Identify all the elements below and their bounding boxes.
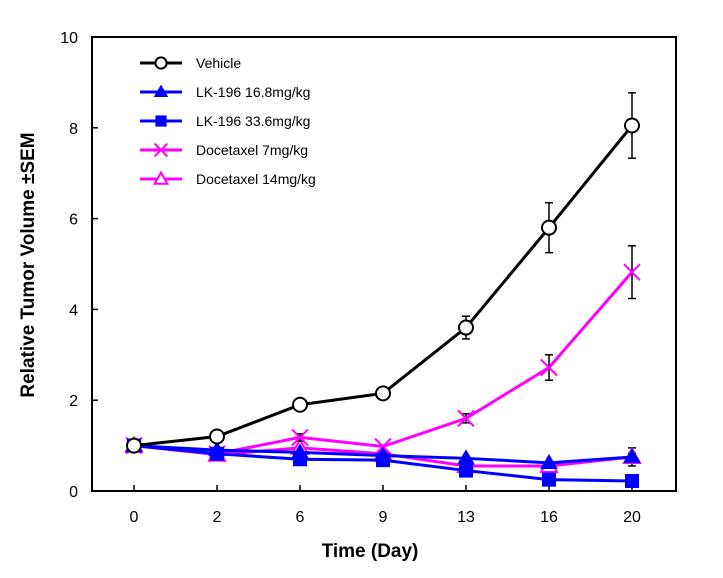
- data-point: [541, 219, 557, 236]
- y-tick-label: 4: [69, 302, 78, 319]
- series-0: [126, 92, 640, 454]
- series-layer: [124, 92, 642, 489]
- data-point: [623, 447, 641, 464]
- data-point: [208, 441, 226, 457]
- legend-marker-stroke: [153, 142, 169, 158]
- legend: Vehicle LK-196 16.8mg/kg LK-196 33.6mg/kg D…: [140, 55, 316, 187]
- data-point: [540, 358, 558, 377]
- data-point-stroke: [291, 428, 309, 447]
- y-axis-title: Relative Tumor Volume ±SEM: [18, 132, 39, 397]
- x-tick-label: 13: [457, 509, 475, 526]
- x-tick-label: 9: [379, 509, 388, 526]
- y-axis: 0 2 4 6 8 10: [60, 30, 98, 501]
- data-point-stroke: [457, 409, 475, 428]
- data-point: [457, 409, 475, 428]
- series-3: [125, 245, 641, 463]
- legend-label: Docetaxel 14mg/kg: [196, 171, 316, 187]
- plot-frame: [91, 36, 677, 492]
- legend-label: Docetaxel 7mg/kg: [196, 142, 308, 158]
- data-point: [291, 428, 309, 447]
- data-point: [458, 319, 474, 336]
- legend-marker: [153, 84, 169, 97]
- data-point: [209, 428, 225, 445]
- x-tick-label: 16: [540, 509, 558, 526]
- data-point: [625, 474, 639, 489]
- data-point: [540, 453, 558, 469]
- data-point: [624, 117, 640, 134]
- x-tick-label: 6: [296, 509, 305, 526]
- x-tick-label: 0: [130, 509, 139, 526]
- series-line: [133, 271, 634, 456]
- y-tick-label: 6: [69, 212, 78, 229]
- data-point: [374, 446, 392, 462]
- x-axis-title: Time (Day): [322, 541, 419, 562]
- data-point: [542, 472, 556, 487]
- legend-marker: [155, 115, 167, 127]
- x-tick-label: 2: [213, 509, 222, 526]
- legend-label: Vehicle: [196, 55, 241, 71]
- data-point: [457, 449, 475, 465]
- x-tick-label: 20: [623, 509, 641, 526]
- y-tick-label: 2: [69, 393, 78, 410]
- data-point-stroke: [623, 263, 641, 281]
- series-1: [125, 436, 641, 469]
- legend-marker: [153, 142, 169, 158]
- data-point: [291, 443, 309, 459]
- data-point: [374, 437, 392, 456]
- y-tick-label: 8: [69, 121, 78, 138]
- data-point: [375, 385, 391, 402]
- data-point-stroke: [540, 358, 558, 377]
- data-point: [623, 263, 641, 281]
- data-point: [459, 463, 473, 478]
- legend-marker: [154, 56, 168, 70]
- y-tick-label: 10: [60, 30, 78, 47]
- data-point-stroke: [374, 437, 392, 456]
- data-point: [126, 437, 142, 454]
- legend-label: LK-196 33.6mg/kg: [196, 113, 310, 129]
- legend-label: LK-196 16.8mg/kg: [196, 84, 310, 100]
- x-axis: 0 2 6 9 13 16 20: [130, 485, 641, 526]
- data-point: [292, 396, 308, 413]
- y-tick-label: 0: [69, 484, 78, 501]
- legend-marker: [152, 170, 170, 185]
